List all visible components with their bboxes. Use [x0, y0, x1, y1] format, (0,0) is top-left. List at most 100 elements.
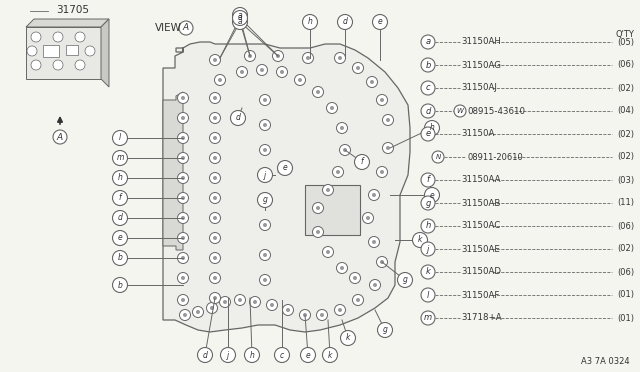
- Circle shape: [326, 103, 337, 113]
- Circle shape: [223, 300, 227, 304]
- Circle shape: [380, 170, 384, 174]
- Circle shape: [209, 253, 221, 263]
- Circle shape: [181, 136, 185, 140]
- Circle shape: [181, 276, 185, 280]
- Circle shape: [177, 112, 189, 124]
- Circle shape: [339, 144, 351, 155]
- Circle shape: [263, 173, 267, 177]
- Circle shape: [316, 230, 320, 234]
- Circle shape: [196, 310, 200, 314]
- Text: k: k: [426, 267, 431, 276]
- Circle shape: [181, 156, 185, 160]
- Circle shape: [213, 196, 217, 200]
- Text: a: a: [426, 38, 431, 46]
- Circle shape: [369, 279, 381, 291]
- Text: a: a: [237, 13, 243, 22]
- Circle shape: [53, 130, 67, 144]
- Circle shape: [218, 78, 222, 82]
- Circle shape: [421, 242, 435, 256]
- Circle shape: [31, 60, 41, 70]
- Circle shape: [177, 93, 189, 103]
- Text: (03): (03): [618, 176, 635, 185]
- Text: A: A: [57, 132, 63, 141]
- Circle shape: [353, 62, 364, 74]
- Text: l: l: [119, 134, 121, 142]
- Circle shape: [213, 216, 217, 220]
- Text: (02): (02): [618, 153, 634, 161]
- Circle shape: [421, 127, 435, 141]
- Circle shape: [282, 305, 294, 315]
- Circle shape: [386, 118, 390, 122]
- Circle shape: [263, 223, 267, 227]
- Text: g: g: [426, 199, 431, 208]
- Circle shape: [113, 151, 127, 166]
- Circle shape: [380, 260, 384, 264]
- Circle shape: [353, 276, 357, 280]
- Polygon shape: [101, 19, 109, 87]
- Text: 08915-43610: 08915-43610: [467, 106, 525, 115]
- Circle shape: [181, 216, 185, 220]
- Circle shape: [238, 298, 242, 302]
- Circle shape: [177, 173, 189, 183]
- Circle shape: [263, 123, 267, 127]
- Circle shape: [177, 153, 189, 164]
- Circle shape: [181, 256, 185, 260]
- Circle shape: [209, 55, 221, 65]
- Circle shape: [263, 198, 267, 202]
- FancyBboxPatch shape: [66, 45, 78, 55]
- Circle shape: [303, 313, 307, 317]
- Circle shape: [193, 307, 204, 317]
- Circle shape: [337, 263, 348, 273]
- Text: j: j: [264, 170, 266, 180]
- Circle shape: [316, 90, 320, 94]
- Circle shape: [259, 94, 271, 106]
- Circle shape: [183, 313, 187, 317]
- Text: f: f: [426, 176, 429, 185]
- FancyBboxPatch shape: [43, 45, 59, 57]
- Circle shape: [181, 116, 185, 120]
- Text: h: h: [429, 124, 435, 132]
- Circle shape: [263, 98, 267, 102]
- Circle shape: [220, 296, 230, 308]
- Text: 08911-20610: 08911-20610: [467, 153, 523, 161]
- Circle shape: [306, 56, 310, 60]
- Text: (06): (06): [618, 221, 635, 231]
- Circle shape: [369, 189, 380, 201]
- Text: 31150AA: 31150AA: [461, 176, 500, 185]
- Circle shape: [213, 156, 217, 160]
- Circle shape: [181, 176, 185, 180]
- Text: g: g: [403, 276, 408, 285]
- Text: h: h: [250, 350, 255, 359]
- Circle shape: [259, 250, 271, 260]
- Circle shape: [53, 32, 63, 42]
- Circle shape: [424, 187, 440, 202]
- Circle shape: [263, 278, 267, 282]
- Text: c: c: [426, 83, 430, 93]
- Circle shape: [209, 173, 221, 183]
- Circle shape: [273, 51, 284, 61]
- Circle shape: [263, 148, 267, 152]
- Circle shape: [421, 81, 435, 95]
- Circle shape: [257, 64, 268, 76]
- Text: VIEW: VIEW: [155, 23, 182, 33]
- Circle shape: [383, 142, 394, 154]
- Circle shape: [181, 298, 185, 302]
- Circle shape: [213, 296, 217, 300]
- Text: e: e: [426, 129, 431, 138]
- Text: d: d: [118, 214, 122, 222]
- Text: j: j: [427, 244, 429, 253]
- Circle shape: [356, 66, 360, 70]
- Circle shape: [317, 310, 328, 321]
- Circle shape: [213, 116, 217, 120]
- Text: l: l: [427, 291, 429, 299]
- Circle shape: [362, 212, 374, 224]
- Circle shape: [326, 250, 330, 254]
- Text: d: d: [236, 113, 241, 122]
- Text: (02): (02): [618, 244, 634, 253]
- Text: N: N: [435, 154, 440, 160]
- Circle shape: [209, 192, 221, 203]
- Circle shape: [259, 170, 271, 180]
- Circle shape: [298, 78, 302, 82]
- Text: (01): (01): [618, 291, 634, 299]
- Circle shape: [303, 52, 314, 64]
